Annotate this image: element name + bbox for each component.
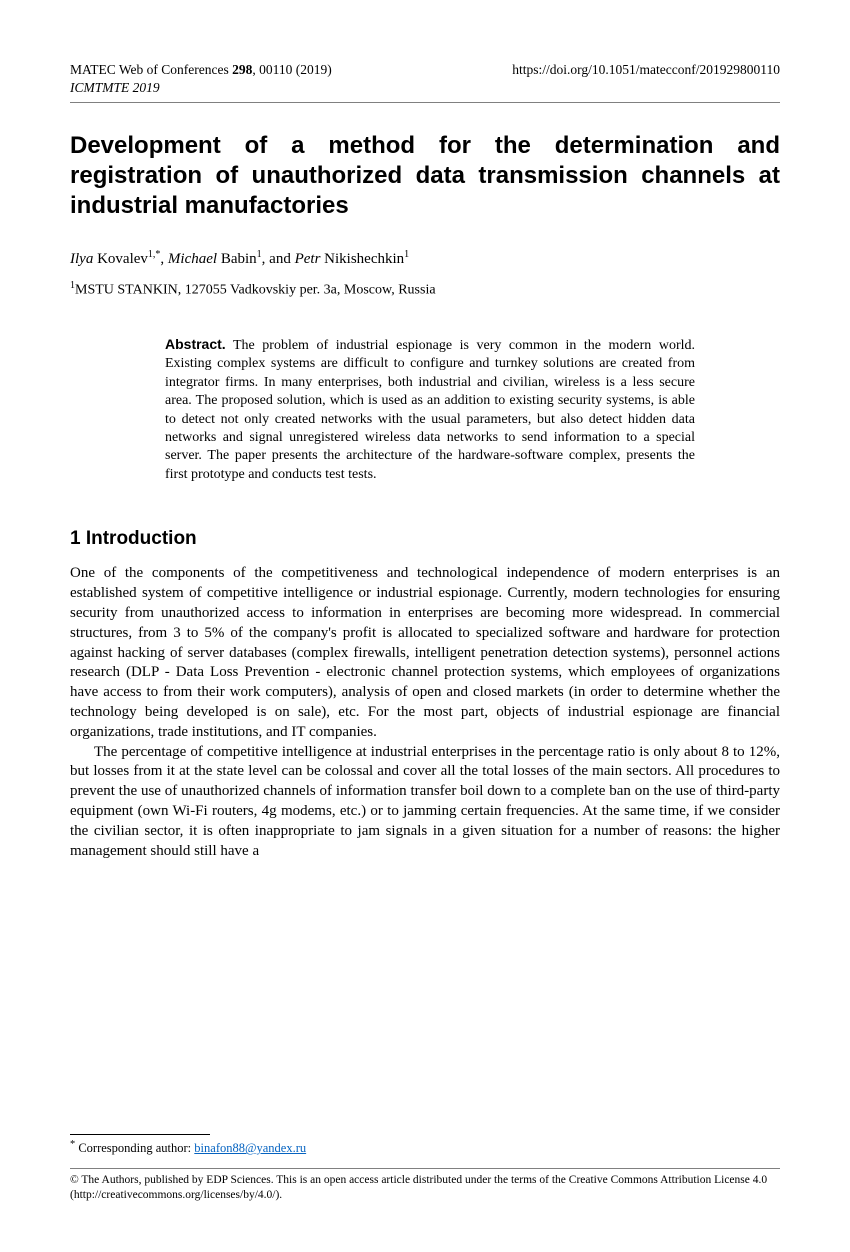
affiliation: 1MSTU STANKIN, 127055 Vadkovskiy per. 3a…	[70, 280, 780, 299]
body-paragraph: One of the components of the competitive…	[70, 564, 780, 742]
body-paragraph: The percentage of competitive intelligen…	[70, 743, 780, 862]
paper-title: Development of a method for the determin…	[70, 131, 780, 221]
section-heading-introduction: 1 Introduction	[70, 528, 780, 550]
footer-divider	[70, 1168, 780, 1169]
conference-name: ICMTMTE 2019	[70, 80, 780, 96]
footnote-separator	[70, 1134, 210, 1135]
abstract-label: Abstract.	[165, 336, 226, 352]
author-email-link[interactable]: binafon88@yandex.ru	[194, 1141, 306, 1155]
author-list: Ilya Kovalev1,*, Michael Babin1, and Pet…	[70, 249, 780, 268]
header-divider	[70, 102, 780, 103]
journal-header: MATEC Web of Conferences 298, 00110 (201…	[70, 62, 332, 78]
corresponding-author-footnote: * Corresponding author: binafon88@yandex…	[70, 1139, 780, 1156]
abstract: Abstract. The problem of industrial espi…	[165, 335, 695, 485]
license-text: © The Authors, published by EDP Sciences…	[70, 1173, 780, 1202]
abstract-text: The problem of industrial espionage is v…	[165, 338, 695, 482]
doi-link[interactable]: https://doi.org/10.1051/matecconf/201929…	[512, 62, 780, 78]
